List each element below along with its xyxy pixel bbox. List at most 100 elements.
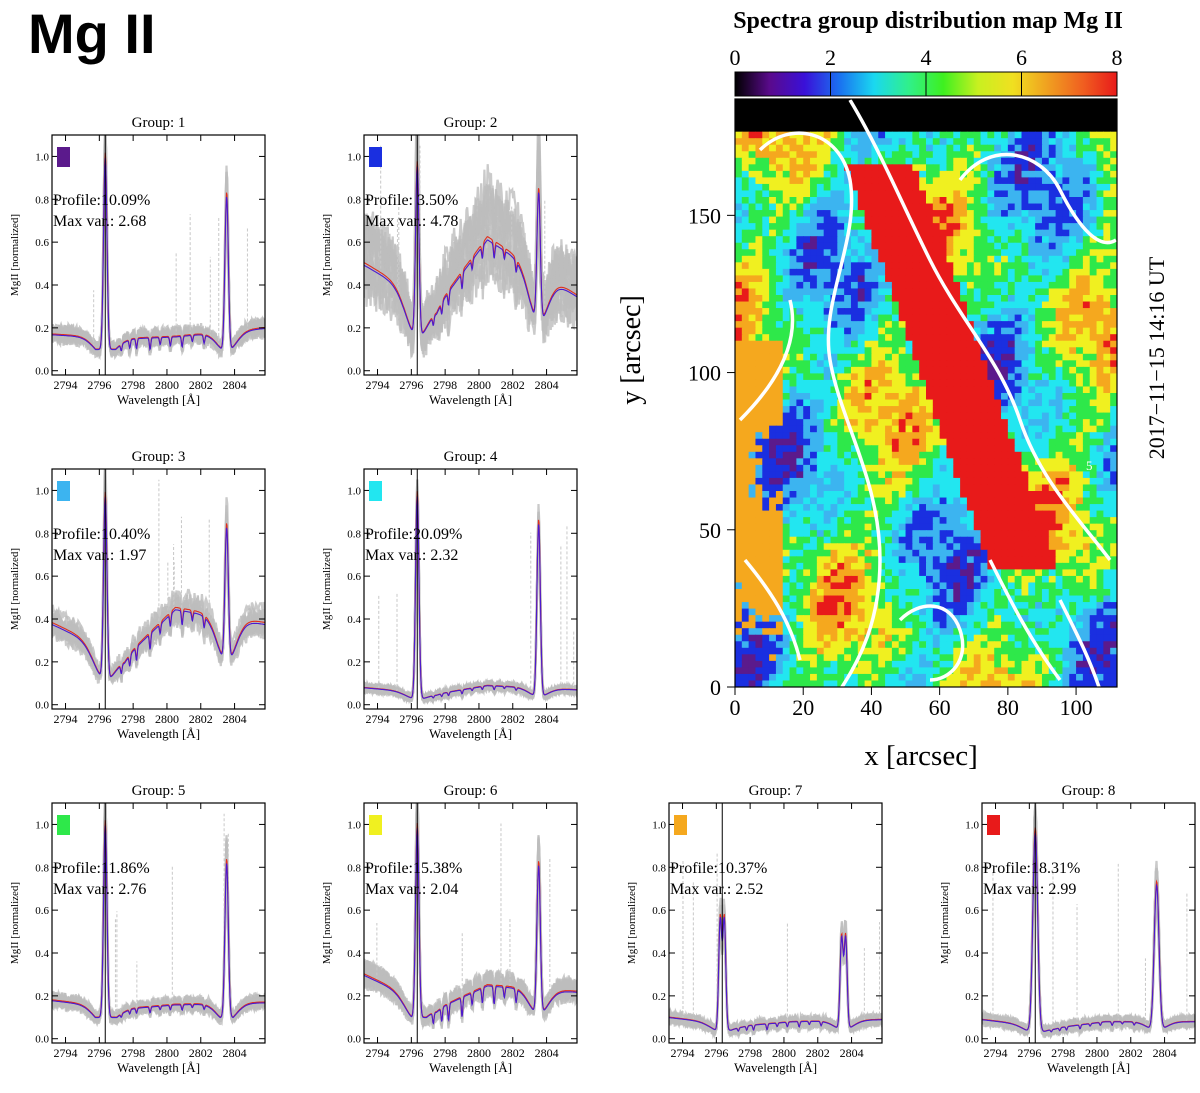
panel-group-7-ytick-label-3: 0.6 — [652, 905, 666, 917]
panel-distribution-map-colorbar-label-0: 0 — [730, 45, 741, 70]
panel-group-3-ytick-label-5: 1.0 — [35, 485, 49, 497]
panel-group-1-spread-13 — [52, 135, 265, 353]
panel-distribution-map-contour-4 — [738, 299, 802, 661]
panel-group-2-mean-blue — [364, 166, 577, 334]
panel-group-3-group-swatch — [57, 481, 70, 501]
panel-group-3-ylabel: MgII [normalized] — [9, 548, 21, 630]
panel-group-5-xlabel: Wavelength [Å] — [117, 1060, 200, 1075]
panel-distribution-map-contour-2 — [958, 152, 1117, 245]
panel-group-7-ylabel: MgII [normalized] — [626, 882, 638, 964]
panel-group-8-xtick-label-1: 2796 — [1017, 1046, 1041, 1060]
panel-group-5-frame — [51, 802, 266, 1044]
panel-group-7-title: Group: 7 — [749, 783, 803, 799]
panel-group-7-xtick-label-5: 2804 — [840, 1046, 864, 1060]
panel-group-7-profile-text: Profile:10.37% — [670, 860, 767, 877]
panel-group-1-ytick-label-4: 0.8 — [35, 194, 49, 206]
panel-group-3-mean-blue — [52, 497, 265, 678]
panel-distribution-map-ytick-label-0: 0 — [710, 675, 721, 700]
panel-group-7-group-swatch — [674, 815, 687, 835]
panel-group-1-xtick-label-1: 2796 — [87, 378, 111, 392]
panel-group-1-xtick-label-0: 2794 — [54, 378, 78, 392]
panel-group-6-ytick-label-5: 1.0 — [347, 819, 361, 831]
panel-group-8-xtick-label-3: 2800 — [1085, 1046, 1109, 1060]
panel-group-7: 2794 2796 2798 2800 2802 2804 0.0 0.2 0.4 0.6 0.8 1… — [626, 783, 883, 1075]
panel-group-4-ytick-label-1: 0.2 — [347, 657, 361, 669]
panel-group-6-mean-red — [364, 822, 577, 1025]
panel-group-6-title: Group: 6 — [444, 783, 498, 799]
panel-group-8-ytick-label-5: 1.0 — [965, 819, 979, 831]
panel-group-6-mean-blue — [364, 828, 577, 1025]
panel-group-2-profile-text: Profile: 3.50% — [365, 192, 458, 209]
panel-group-8-spread-9 — [982, 803, 1195, 1037]
panel-distribution-map-contour-1 — [848, 99, 1112, 562]
panel-group-5-profile-text: Profile:11.86% — [53, 860, 150, 877]
panel-group-1-spread-7 — [52, 143, 265, 357]
panel-group-5-xtick-label-1: 2796 — [87, 1046, 111, 1060]
panel-group-8-xlabel: Wavelength [Å] — [1047, 1060, 1130, 1075]
panel-group-1-ytick-label-1: 0.2 — [35, 323, 49, 335]
panel-group-2-xtick-label-4: 2802 — [501, 378, 525, 392]
panel-group-1-mean-red — [52, 152, 265, 351]
panel-group-8-xtick-label-5: 2804 — [1153, 1046, 1177, 1060]
panel-group-2-maxvar-text: Max var.: 4.78 — [365, 213, 458, 230]
panel-group-4-ytick-label-2: 0.4 — [347, 614, 361, 626]
panel-distribution-map-ytick-label-2: 100 — [688, 361, 721, 386]
panel-group-5-xtick-label-3: 2800 — [155, 1046, 179, 1060]
panel-group-4-ytick-label-0: 0.0 — [347, 700, 361, 712]
panel-group-6-xtick-label-3: 2800 — [467, 1046, 491, 1060]
panel-group-8-xtick-label-4: 2802 — [1119, 1046, 1143, 1060]
panel-group-3-title: Group: 3 — [132, 449, 186, 465]
panel-group-2-ytick-label-4: 0.8 — [347, 194, 361, 206]
panel-distribution-map-title: Spectra group distribution map Mg II — [733, 8, 1123, 34]
panel-group-4-frame — [363, 468, 578, 710]
panel-group-1-profile-text: Profile:10.09% — [53, 192, 150, 209]
panel-group-1-spread-1 — [52, 137, 265, 355]
panel-group-8-ylabel: MgII [normalized] — [939, 882, 951, 964]
panel-group-2-xtick-label-5: 2804 — [535, 378, 559, 392]
panel-group-5-spread-7 — [52, 803, 265, 1024]
panel-group-7-mean-red — [669, 913, 882, 1032]
panel-group-7-ytick-label-4: 0.8 — [652, 862, 666, 874]
panel-distribution-map-ylabel: y [arcsec] — [616, 295, 647, 405]
panel-group-8-ytick-label-3: 0.6 — [965, 905, 979, 917]
panel-group-6-ytick-label-0: 0.0 — [347, 1034, 361, 1046]
panel-group-1-ytick-label-2: 0.4 — [35, 280, 49, 292]
panel-group-5-ytick-label-5: 1.0 — [35, 819, 49, 831]
panel-group-8-xtick-label-0: 2794 — [984, 1046, 1008, 1060]
panel-group-4-xtick-label-1: 2796 — [399, 712, 423, 726]
panel-group-3-xtick-label-1: 2796 — [87, 712, 111, 726]
panel-group-6-ytick-label-2: 0.4 — [347, 948, 361, 960]
panel-group-3-ytick-label-0: 0.0 — [35, 700, 49, 712]
panel-group-8-ytick-label-2: 0.4 — [965, 948, 979, 960]
panel-group-4-maxvar-text: Max var.: 2.32 — [365, 547, 458, 564]
panel-distribution-map-colorbar-label-1: 2 — [825, 45, 836, 70]
panel-group-2-xtick-label-0: 2794 — [366, 378, 390, 392]
panel-group-8-ytick-label-1: 0.2 — [965, 991, 979, 1003]
panel-distribution-map-timestamp: 2017−11−15 14:16 UT — [1144, 256, 1169, 459]
panel-group-7-ytick-label-1: 0.2 — [652, 991, 666, 1003]
panel-group-1-title: Group: 1 — [132, 115, 186, 131]
panel-group-4-ylabel: MgII [normalized] — [321, 548, 333, 630]
panel-group-3-xtick-label-4: 2802 — [189, 712, 213, 726]
panel-group-6-profile-text: Profile:15.38% — [365, 860, 462, 877]
panel-group-4-spread-3 — [364, 492, 577, 705]
panel-group-1-frame — [51, 134, 266, 376]
panel-group-3-xtick-label-0: 2794 — [54, 712, 78, 726]
panel-group-4-mean-red — [364, 491, 577, 699]
panel-group-6-xlabel: Wavelength [Å] — [429, 1060, 512, 1075]
panel-distribution-map-xtick-label-1: 20 — [792, 695, 814, 720]
panel-group-4-title: Group: 4 — [444, 449, 498, 465]
panel-group-7-spread-6 — [669, 904, 882, 1036]
panel-group-8-spread-0 — [982, 805, 1195, 1036]
panel-group-6-maxvar-text: Max var.: 2.04 — [365, 881, 458, 898]
panel-group-1-xtick-label-4: 2802 — [189, 378, 213, 392]
figure-title: Mg II — [28, 2, 156, 65]
panel-group-1-spread-8 — [52, 139, 265, 359]
panel-distribution-map-cells — [735, 99, 1117, 687]
panel-group-2-ylabel: MgII [normalized] — [321, 214, 333, 296]
panel-group-3-ytick-label-2: 0.4 — [35, 614, 49, 626]
panel-group-4-xtick-label-2: 2798 — [433, 712, 457, 726]
panel-distribution-map-xlabel: x [arcsec] — [864, 740, 978, 772]
panel-group-3-ytick-label-3: 0.6 — [35, 571, 49, 583]
